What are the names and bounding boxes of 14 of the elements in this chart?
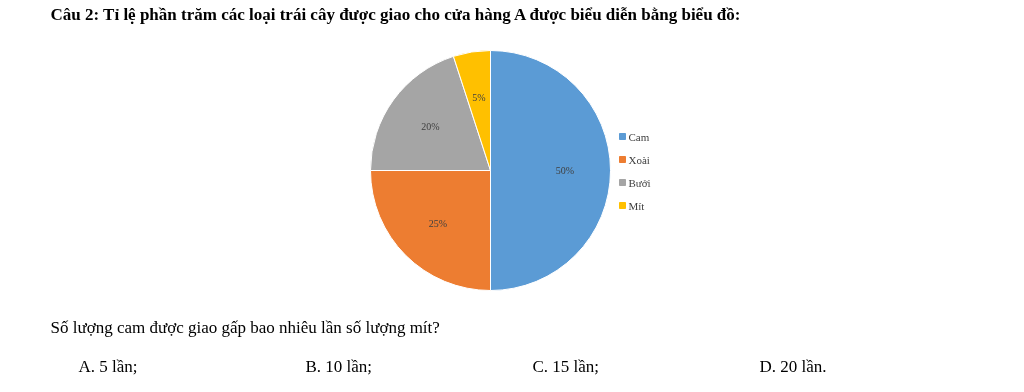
text: B. 10 lần; — [305, 357, 373, 376]
data-label: 20% — [421, 121, 440, 133]
text: Số lượng cam được giao gấp bao nhiêu lần số lượng mít? — [50, 318, 440, 337]
legend-label: Mít — [628, 199, 645, 212]
text: A. 5 lần; — [78, 357, 138, 376]
legend-label: Cam — [628, 130, 650, 143]
data-label: 50% — [555, 165, 575, 176]
chart-title: Câu 2: Tỉ lệ phần trăm các loại trái cây được giao cho cửa hàng A được biểu diễn bằng biểu đồ: — [50, 5, 741, 24]
data-label: 5% — [472, 91, 486, 103]
legend-label: Bưởi — [628, 176, 651, 189]
data-label: 25% — [428, 217, 448, 229]
text: D. 20 lần. — [759, 357, 827, 376]
text: C. 15 lần; — [532, 357, 600, 376]
legend-label: Xoài — [628, 153, 650, 166]
